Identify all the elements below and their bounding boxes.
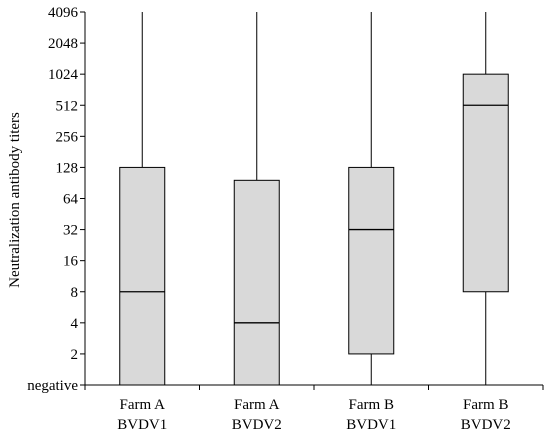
x-category-label: Farm B — [463, 397, 508, 413]
y-tick-label: 4096 — [48, 5, 79, 21]
y-tick-label: 4 — [71, 316, 79, 332]
box-2 — [233, 12, 280, 386]
y-tick-label: 16 — [63, 254, 79, 270]
y-tick-label: 64 — [63, 192, 79, 208]
box-iqr — [462, 73, 509, 293]
y-tick-label: 2 — [71, 347, 79, 363]
box-iqr — [233, 179, 280, 386]
box-iqr — [119, 166, 166, 386]
x-axis: Farm A BVDV1 Farm A BVDV2 Farm B BVDV1 Farm B B… — [84, 384, 544, 433]
box-3 — [348, 12, 395, 385]
x-category-sublabel: BVDV2 — [461, 417, 511, 433]
y-tick-label: 256 — [56, 129, 79, 145]
box-series — [119, 12, 509, 386]
y-tick-label: 1024 — [48, 67, 79, 83]
x-category-sublabel: BVDV1 — [117, 417, 167, 433]
y-tick-label: 512 — [56, 98, 79, 114]
x-category-sublabel: BVDV2 — [232, 417, 282, 433]
y-tick-label: negative — [27, 378, 78, 394]
box-iqr — [348, 166, 395, 355]
y-axis-title: Neutralization antibody titers — [7, 112, 23, 288]
x-category-label: Farm A — [234, 397, 280, 413]
x-category-label: Farm B — [349, 397, 394, 413]
box-1 — [119, 12, 166, 386]
box-4 — [462, 12, 509, 385]
x-category-label: Farm A — [120, 397, 166, 413]
y-tick-label: 2048 — [48, 36, 78, 52]
y-tick-label: 128 — [56, 160, 79, 176]
y-axis: negative 2 4 8 16 32 64 128 256 512 1024 2048 4096 — [27, 5, 86, 394]
y-tick-label: 32 — [63, 223, 78, 239]
x-category-sublabel: BVDV1 — [346, 417, 396, 433]
y-tick-label: 8 — [71, 285, 79, 301]
